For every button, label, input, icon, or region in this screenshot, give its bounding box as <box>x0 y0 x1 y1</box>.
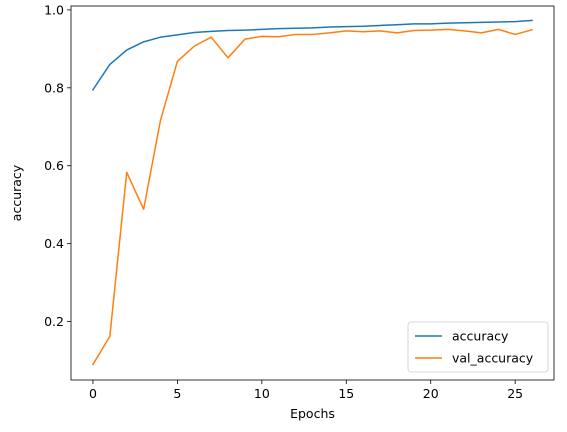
x-tick-label: 5 <box>173 386 181 401</box>
x-tick-label: 25 <box>507 386 523 401</box>
legend-label-val-accuracy: val_accuracy <box>452 351 534 366</box>
series-layer <box>91 19 533 366</box>
y-axis-ticks: 0.2 0.4 0.6 0.8 1.0 <box>44 2 71 329</box>
series-line-accuracy <box>91 19 533 91</box>
legend-box <box>407 321 549 373</box>
legend-label-accuracy: accuracy <box>452 329 509 344</box>
y-tick-label: 0.8 <box>44 80 64 95</box>
plot-area-frame <box>70 5 555 381</box>
x-tick-label: 10 <box>254 386 270 401</box>
y-tick-label: 0.2 <box>44 314 64 329</box>
x-tick-label: 20 <box>423 386 439 401</box>
y-tick-label: 0.4 <box>44 236 64 251</box>
legend: accuracy val_accuracy <box>407 321 549 373</box>
x-axis-label: Epochs <box>290 406 335 421</box>
y-tick-label: 0.6 <box>44 158 64 173</box>
x-tick-label: 15 <box>338 386 354 401</box>
series-line-val-accuracy <box>91 28 533 366</box>
x-tick-label: 0 <box>89 386 97 401</box>
y-axis-label: accuracy <box>9 164 24 221</box>
x-axis-ticks: 0 5 10 15 20 25 <box>89 380 523 401</box>
y-tick-label: 1.0 <box>44 2 64 17</box>
